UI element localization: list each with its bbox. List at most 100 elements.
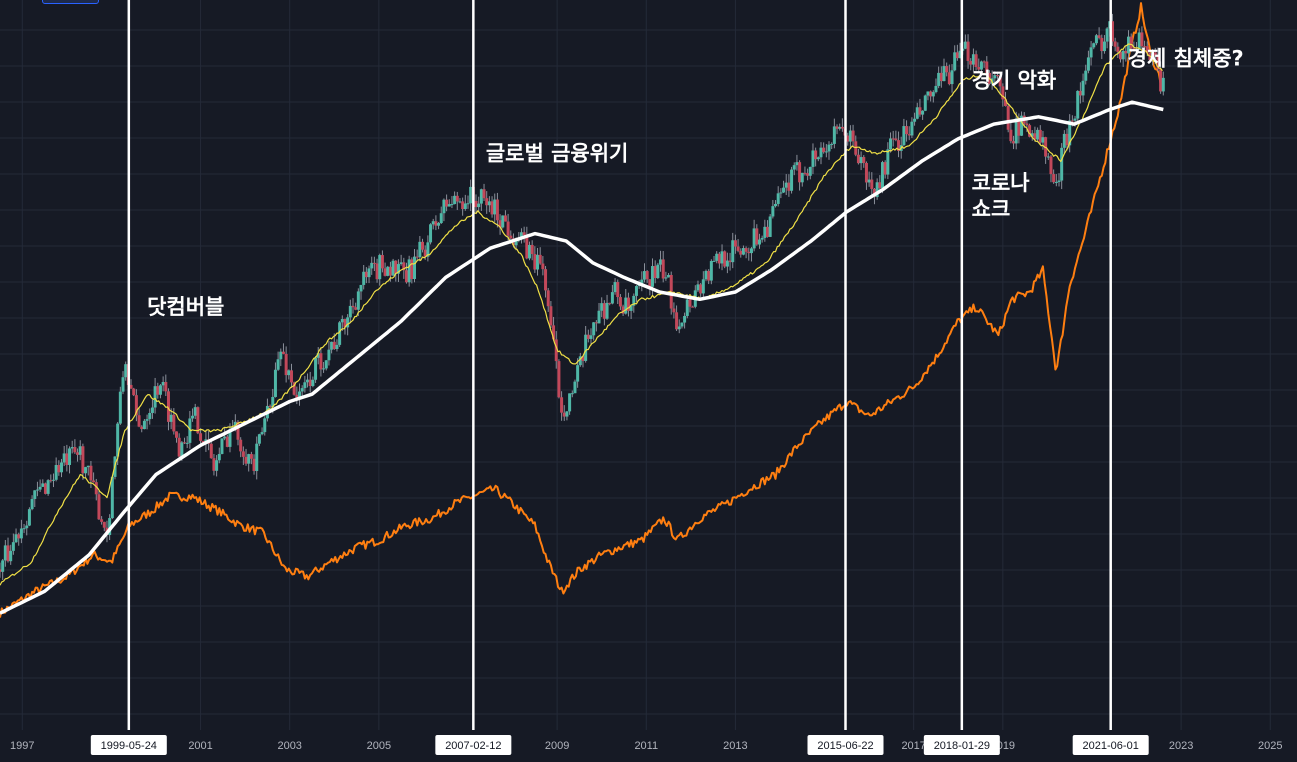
candle-body	[281, 351, 285, 354]
candle-body	[166, 391, 170, 422]
candle-body	[378, 255, 382, 280]
candle-body	[25, 525, 29, 529]
candle-body	[634, 286, 638, 296]
candle-body	[1105, 28, 1109, 42]
candle-body	[1057, 180, 1061, 182]
candle-body	[584, 334, 588, 361]
candle-body	[578, 356, 582, 366]
candle-body	[174, 431, 178, 438]
candle-body	[9, 550, 13, 562]
candle-body	[835, 126, 839, 129]
candle-body	[766, 226, 770, 237]
candle-body	[950, 70, 954, 85]
candle-body	[1054, 181, 1058, 183]
candle-body	[33, 490, 37, 500]
candle-body	[89, 465, 93, 481]
candle-body	[902, 126, 906, 146]
candle-body	[68, 448, 72, 465]
candle-body	[1086, 57, 1090, 71]
candle-body	[501, 215, 505, 228]
candle-body	[0, 569, 2, 572]
candle-body	[581, 356, 585, 361]
annotation-label: 경제 침체중?	[1128, 47, 1244, 71]
candle-body	[220, 438, 224, 454]
candle-body	[613, 282, 617, 293]
candle-body	[626, 297, 630, 311]
candle-body	[11, 542, 15, 551]
candle-body	[110, 476, 114, 519]
candle-body	[931, 92, 935, 97]
candle-body	[525, 235, 529, 259]
top-left-badge[interactable]	[42, 0, 99, 4]
candle-body	[292, 382, 296, 395]
candle-body	[549, 306, 553, 326]
candle-body	[880, 162, 884, 189]
candle-body	[851, 130, 855, 142]
candle-body	[367, 268, 371, 278]
candle-body	[442, 199, 446, 214]
candle-body	[509, 235, 513, 239]
candle-body	[474, 200, 478, 208]
marker-date-label: 2018-01-29	[934, 740, 990, 752]
candle-body	[97, 494, 101, 520]
candle-body	[319, 353, 323, 370]
candle-body	[923, 95, 927, 111]
candle-body	[410, 259, 414, 279]
x-tick-label: 2025	[1258, 740, 1282, 752]
candle-body	[308, 379, 312, 387]
candle-body	[629, 305, 633, 311]
candle-body	[554, 339, 558, 362]
candle-body	[455, 195, 459, 202]
candle-body	[527, 244, 531, 259]
candle-body	[771, 206, 775, 217]
candle-body	[327, 349, 331, 361]
candle-body	[252, 458, 256, 472]
marker-date-label: 2007-02-12	[445, 740, 501, 752]
candle-body	[589, 335, 593, 339]
candle-body	[209, 443, 213, 459]
candle-body	[939, 72, 943, 82]
candle-body	[14, 534, 18, 543]
candle-body	[423, 249, 427, 257]
candle-body	[479, 189, 483, 204]
candle-body	[196, 407, 200, 434]
candle-body	[1078, 90, 1082, 96]
annotation-label: 닷컴버블	[147, 295, 224, 319]
candle-body	[715, 253, 719, 261]
candle-body	[536, 254, 540, 270]
candle-body	[856, 154, 860, 164]
candle-body	[1030, 133, 1034, 137]
candle-body	[808, 166, 812, 176]
candle-body	[723, 251, 727, 267]
candle-body	[971, 54, 975, 65]
candle-body	[276, 359, 280, 370]
candle-body	[747, 251, 751, 254]
candle-body	[228, 429, 232, 447]
candle-body	[453, 195, 457, 205]
candle-body	[1151, 52, 1155, 61]
candle-body	[998, 76, 1002, 87]
candle-body	[199, 433, 203, 441]
candle-body	[958, 50, 962, 59]
candle-body	[642, 271, 646, 280]
candle-body	[225, 436, 229, 447]
candle-body	[704, 270, 708, 280]
candle-body	[100, 519, 104, 522]
candle-body	[760, 237, 764, 240]
candle-body	[1116, 46, 1120, 52]
candle-body	[54, 465, 58, 480]
candle-body	[1084, 70, 1088, 81]
x-tick-label: 2017	[901, 740, 925, 752]
candle-body	[878, 182, 882, 189]
candle-body	[800, 172, 804, 183]
candle-body	[217, 453, 221, 461]
candle-body	[779, 192, 783, 194]
candle-body	[394, 260, 398, 274]
candle-body	[557, 361, 561, 398]
candle-body	[701, 279, 705, 294]
candle-body	[942, 66, 946, 82]
candle-body	[94, 482, 98, 495]
candle-body	[372, 262, 376, 264]
candle-body	[116, 423, 120, 457]
